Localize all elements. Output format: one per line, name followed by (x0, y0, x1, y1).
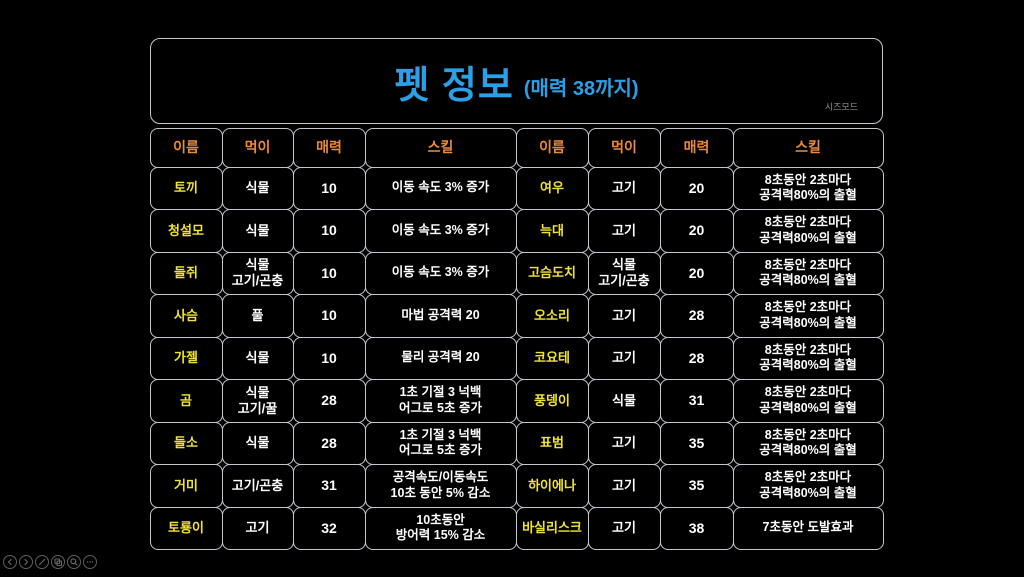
pet-charm-cell: 28 (659, 336, 734, 380)
pet-food-cell: 식물 (221, 421, 294, 465)
col-header-charm-left: 매력 (292, 127, 366, 168)
pet-food-cell: 식물 (587, 379, 661, 423)
edit-pencil-icon[interactable] (35, 555, 49, 569)
pet-charm-cell: 31 (292, 464, 366, 508)
viewer-toolbar (3, 555, 97, 569)
pet-charm-cell: 35 (659, 464, 734, 508)
page-subtitle: (매력 38까지) (523, 77, 639, 100)
pet-food-cell: 고기 (221, 506, 294, 550)
pet-name-cell: 토룡이 (149, 506, 223, 550)
pet-name-cell: 청설모 (149, 209, 223, 253)
pet-charm-cell: 20 (659, 251, 734, 295)
pet-skill-cell: 8초동안 2초마다 공격력80%의 출혈 (732, 421, 884, 465)
pet-food-cell: 식물 고기/꿀 (221, 379, 294, 423)
pet-skill-cell: 8초동안 2초마다 공격력80%의 출혈 (732, 166, 884, 210)
pet-food-cell: 식물 (221, 209, 294, 253)
pet-food-cell: 고기 (587, 464, 661, 508)
pet-food-cell: 고기 (587, 506, 661, 550)
pet-skill-cell: 8초동안 2초마다 공격력80%의 출혈 (732, 464, 884, 508)
pet-skill-cell: 8초동안 2초마다 공격력80%의 출혈 (732, 379, 884, 423)
pet-skill-cell: 7초동안 도발효과 (732, 506, 884, 550)
pet-skill-cell: 이동 속도 3% 증가 (364, 209, 517, 253)
pet-charm-cell: 28 (659, 294, 734, 338)
pet-skill-cell: 10초동안 방어력 15% 감소 (364, 506, 517, 550)
pet-skill-cell: 이동 속도 3% 증가 (364, 166, 517, 210)
col-header-food-right: 먹이 (587, 127, 661, 168)
pet-name-cell: 가젤 (149, 336, 223, 380)
pet-food-cell: 고기 (587, 209, 661, 253)
pet-food-cell: 식물 (221, 336, 294, 380)
pet-name-cell: 하이에나 (515, 464, 589, 508)
pet-charm-cell: 20 (659, 166, 734, 210)
pet-charm-cell: 38 (659, 506, 734, 550)
pet-food-cell: 고기 (587, 421, 661, 465)
pet-food-cell: 고기 (587, 166, 661, 210)
pet-name-cell: 코요테 (515, 336, 589, 380)
pet-name-cell: 들쥐 (149, 251, 223, 295)
pet-charm-cell: 10 (292, 336, 366, 380)
col-header-name-right: 이름 (515, 127, 589, 168)
pet-charm-cell: 32 (292, 506, 366, 550)
page-title: 펫 정보 (394, 64, 514, 107)
pet-charm-cell: 31 (659, 379, 734, 423)
pet-charm-cell: 10 (292, 209, 366, 253)
pet-charm-cell: 20 (659, 209, 734, 253)
pet-food-cell: 식물 (221, 166, 294, 210)
pet-skill-cell: 8초동안 2초마다 공격력80%의 출혈 (732, 294, 884, 338)
pet-name-cell: 거미 (149, 464, 223, 508)
pet-name-cell: 오소리 (515, 294, 589, 338)
pet-food-cell: 고기 (587, 336, 661, 380)
pet-name-cell: 풍뎅이 (515, 379, 589, 423)
title-box: 펫 정보 (매력 38까지) 시즈모드 (150, 38, 883, 124)
pet-skill-cell: 물리 공격력 20 (364, 336, 517, 380)
col-header-skill-left: 스킬 (364, 127, 517, 168)
pet-name-cell: 고슴도치 (515, 251, 589, 295)
col-header-name-left: 이름 (149, 127, 223, 168)
pet-food-cell: 식물 고기/곤충 (587, 251, 661, 295)
pet-food-cell: 고기/곤충 (221, 464, 294, 508)
col-header-food-left: 먹이 (221, 127, 294, 168)
pet-name-cell: 바실리스크 (515, 506, 589, 550)
pet-name-cell: 여우 (515, 166, 589, 210)
watermark-text: 시즈모드 (824, 102, 858, 112)
pet-charm-cell: 10 (292, 251, 366, 295)
pet-charm-cell: 10 (292, 166, 366, 210)
pet-name-cell: 들소 (149, 421, 223, 465)
pet-charm-cell: 10 (292, 294, 366, 338)
pet-skill-cell: 8초동안 2초마다 공격력80%의 출혈 (732, 209, 884, 253)
pet-name-cell: 늑대 (515, 209, 589, 253)
pet-skill-cell: 이동 속도 3% 증가 (364, 251, 517, 295)
col-header-charm-right: 매력 (659, 127, 734, 168)
pet-charm-cell: 28 (292, 379, 366, 423)
pet-skill-cell: 마법 공격력 20 (364, 294, 517, 338)
more-ellipsis-icon[interactable] (83, 555, 97, 569)
col-header-skill-right: 스킬 (732, 127, 884, 168)
pet-skill-cell: 1초 기절 3 넉백 어그로 5초 증가 (364, 421, 517, 465)
pet-name-cell: 곰 (149, 379, 223, 423)
pet-info-table: 이름 먹이 매력 스킬 이름 먹이 매력 스킬 토끼 식물 10 이동 속도 3% 증가 여우 고기 20 8… (149, 127, 884, 550)
pet-skill-cell: 공격속도/이동속도 10초 동안 5% 감소 (364, 464, 517, 508)
pet-food-cell: 고기 (587, 294, 661, 338)
pet-skill-cell: 8초동안 2초마다 공격력80%의 출혈 (732, 251, 884, 295)
pet-charm-cell: 28 (292, 421, 366, 465)
pet-name-cell: 사슴 (149, 294, 223, 338)
copy-pages-icon[interactable] (51, 555, 65, 569)
prev-arrow-icon[interactable] (3, 555, 17, 569)
next-arrow-icon[interactable] (19, 555, 33, 569)
pet-skill-cell: 1초 기절 3 넉백 어그로 5초 증가 (364, 379, 517, 423)
pet-food-cell: 식물 고기/곤충 (221, 251, 294, 295)
pet-name-cell: 토끼 (149, 166, 223, 210)
zoom-magnifier-icon[interactable] (67, 555, 81, 569)
pet-skill-cell: 8초동안 2초마다 공격력80%의 출혈 (732, 336, 884, 380)
pet-name-cell: 표범 (515, 421, 589, 465)
title-line: 펫 정보 (매력 38까지) (394, 54, 638, 109)
pet-food-cell: 풀 (221, 294, 294, 338)
pet-charm-cell: 35 (659, 421, 734, 465)
